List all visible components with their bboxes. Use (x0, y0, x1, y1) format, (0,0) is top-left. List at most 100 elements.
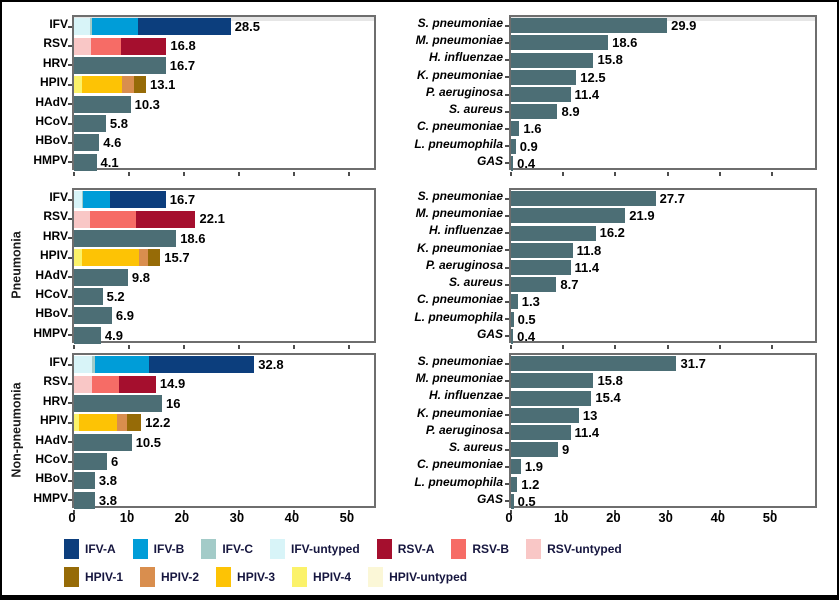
legend-label: RSV-B (472, 542, 510, 556)
y-axis-tick (505, 465, 509, 468)
legend-label: HPIV-2 (161, 570, 200, 584)
category-label: C. pneumoniae (416, 457, 503, 472)
bar-segment-bar (511, 69, 577, 85)
bar-value-label: 11.4 (574, 259, 600, 275)
category-label: IFV (49, 190, 68, 204)
bar-segment-bar (74, 307, 112, 325)
bar-segment-ifv-a (109, 191, 166, 209)
bar-value-label: 1.3 (521, 294, 540, 310)
x-axis-tick-label: 10 (553, 510, 569, 525)
bar-segment-bar (74, 453, 107, 471)
bar-k-pneumoniae (511, 242, 573, 258)
bar-segment-bar (511, 277, 557, 293)
x-axis-tick-label: 0 (68, 510, 76, 525)
bar-k-pneumoniae (511, 407, 579, 423)
bar-segment-bar (511, 328, 514, 344)
x-axis-tick (614, 510, 617, 514)
bar-segment-bar (511, 294, 518, 310)
bar-value-label: 9 (562, 442, 570, 458)
category-label: S. pneumoniae (417, 354, 503, 368)
category-label: M. pneumoniae (415, 33, 503, 48)
bar-segment-bar (74, 268, 128, 286)
bar-hadv (74, 268, 128, 286)
bar-segment-rsv-b (92, 375, 120, 393)
x-axis-tick (182, 345, 185, 349)
bar-segment-bar (511, 260, 571, 275)
bar-k-pneumoniae (511, 69, 577, 85)
legend-item-rsv-untyped: RSV-untyped (526, 539, 622, 559)
x-axis-tick (614, 345, 617, 349)
category-label: L. pneumophila (414, 309, 503, 324)
y-axis-tick (68, 64, 72, 67)
bar-segment-hpiv-1 (134, 76, 146, 94)
y-axis-tick (505, 318, 509, 321)
bar-segment-hpiv-1 (127, 414, 142, 432)
legend-swatch-hpiv-3 (216, 567, 232, 587)
bar-s-pneumoniae (511, 191, 656, 207)
bar-segment-bar (74, 229, 177, 247)
bar-hcov (74, 453, 107, 471)
category-label: RSV (43, 36, 68, 51)
category-label: M. pneumoniae (415, 371, 503, 386)
y-axis-tick (68, 334, 72, 337)
y-axis-tick (68, 103, 72, 106)
category-label: HPIV (39, 75, 68, 90)
x-axis-tick (182, 510, 185, 514)
y-axis-tick (505, 145, 509, 148)
category-label: HCoV (35, 286, 68, 301)
bar-value-label: 16 (166, 395, 181, 411)
bar-value-label: 10.5 (135, 434, 161, 450)
x-axis-tick-label: 0 (505, 510, 513, 525)
bar-value-label: 32.8 (258, 357, 284, 372)
bar-segment-bar (511, 18, 668, 34)
bar-value-label: 4.1 (100, 154, 119, 170)
y-axis-tick (505, 397, 509, 400)
x-axis-tick (73, 345, 75, 349)
bar-segment-hpiv-2 (122, 76, 135, 94)
bar-segment-bar (511, 52, 594, 68)
bar-segment-bar (511, 373, 594, 389)
category-label: RSV (43, 209, 68, 224)
bar-p-aeruginosa (511, 425, 571, 440)
bar-c-pneumoniae (511, 459, 521, 475)
y-axis-tick (505, 59, 509, 62)
legend-item-ifv-a: IFV-A (64, 539, 116, 559)
x-axis-tick (73, 510, 75, 514)
bar-rsv (74, 375, 156, 393)
legend-row-1: IFV-A IFV-B IFV-C IFV-untyped RSV-A RSV-B RSV-… (64, 539, 824, 559)
x-axis-tick (771, 172, 773, 176)
bar-segment-ifv-c (92, 356, 95, 374)
category-label: GAS (476, 491, 503, 506)
x-axis-tick-label: 50 (762, 510, 778, 525)
bar-hpiv (74, 76, 146, 94)
bar-value-label: 27.7 (659, 191, 685, 206)
bar-value-label: 15.4 (595, 390, 621, 406)
bar-segment-bar (74, 153, 97, 171)
bar-value-label: 6.9 (115, 308, 134, 324)
y-axis-tick (505, 197, 509, 200)
y-axis-tick (68, 402, 72, 405)
bar-hbov (74, 134, 100, 152)
x-axis-tick (666, 172, 669, 176)
bar-segment-hpiv-1 (148, 249, 161, 267)
category-label: HMPV (33, 490, 68, 505)
bar-value-label: 15.7 (164, 250, 190, 266)
bar-l-pneumophila (511, 476, 518, 492)
bar-segment-bar (511, 311, 514, 327)
bar-rsv (74, 37, 167, 55)
facet-row-label: Non-pneumonia (9, 381, 23, 478)
category-label: K. pneumoniae (416, 67, 503, 82)
bar-segment-rsv-untyped (74, 375, 93, 393)
y-axis-tick (68, 218, 72, 221)
bar-segment-bar (74, 95, 131, 113)
bar-segment-hpiv-2 (139, 249, 149, 267)
bar-value-label: 0.9 (519, 138, 538, 154)
bar-segment-hpiv-3 (82, 249, 140, 267)
bar-m-pneumoniae (511, 208, 626, 224)
bar-segment-bar (74, 433, 132, 451)
bar-segment-rsv-untyped (74, 210, 91, 228)
bar-hmpv (74, 491, 95, 509)
bar-segment-bar (511, 87, 571, 102)
category-label: P. aeruginosa (425, 257, 503, 272)
x-axis-tick (666, 345, 669, 349)
